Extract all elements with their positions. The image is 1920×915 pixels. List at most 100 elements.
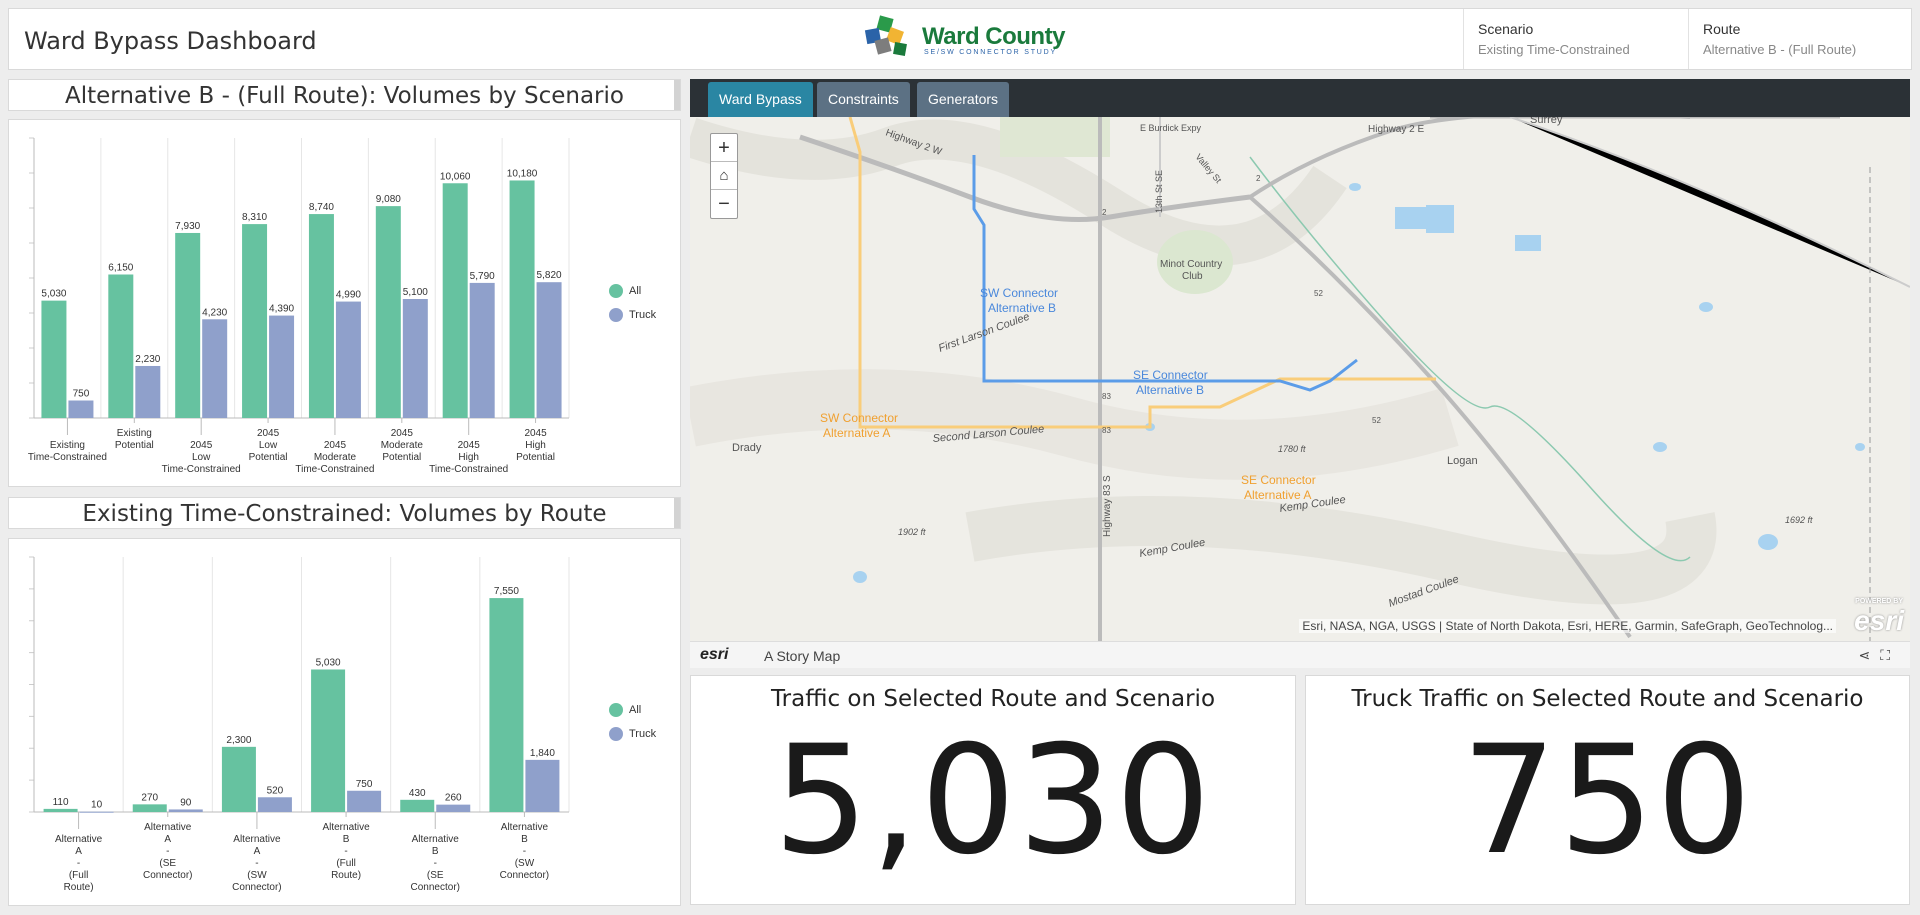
x-tick-label: (SW: [247, 870, 267, 881]
chart1-svg: 5,030 6,150 7,930 8,310 8,740 9,080 10,060 10,1…: [28, 137, 570, 475]
x-tick-label: Connector): [500, 870, 549, 881]
elev-1902: 1902 ft: [898, 527, 926, 537]
data-label: 1,840: [530, 748, 555, 759]
data-label: 750: [73, 389, 90, 400]
bar-truck: [269, 315, 295, 418]
bar-all: [242, 224, 268, 418]
zoom-in-button[interactable]: +: [711, 134, 737, 162]
data-label: 5,030: [41, 289, 66, 300]
data-label: 2,300: [226, 735, 251, 746]
bar-all: [311, 669, 346, 812]
dashboard-title: Ward Bypass Dashboard: [24, 27, 317, 55]
legend-label-truck: Truck: [629, 728, 657, 740]
x-tick-label: 2045: [190, 440, 213, 451]
elev-1780: 1780 ft: [1278, 444, 1306, 454]
map-label-se-b-2: Alternative B: [1136, 383, 1204, 397]
x-tick-label: Alternative: [144, 822, 192, 833]
x-tick-label: Connector): [143, 870, 192, 881]
logo-subtitle: SE/SW CONNECTOR STUDY: [924, 48, 1057, 56]
x-tick-label: (SE: [159, 858, 176, 869]
data-label: 9,080: [376, 194, 401, 205]
x-tick-label: (Full: [69, 870, 88, 881]
x-tick-label: Time-Constrained: [295, 464, 374, 475]
map-label-sw-a-1: SW Connector: [820, 411, 898, 425]
chart1-legend: All Truck: [609, 284, 656, 332]
route-selector[interactable]: Route Alternative B - (Full Route): [1688, 9, 1913, 69]
tab-ward-bypass[interactable]: Ward Bypass: [708, 82, 813, 117]
x-tick-label: -: [166, 846, 169, 857]
x-tick-label: Route): [64, 882, 94, 893]
bar-all: [308, 214, 334, 418]
chart1-panel: 5,030 6,150 7,930 8,310 8,740 9,080 10,060 10,1…: [8, 119, 681, 487]
x-tick-label: 2045: [458, 440, 481, 451]
x-tick-label: 2045: [324, 440, 347, 451]
x-tick-label: 2045: [257, 428, 280, 439]
x-tick-label: B: [521, 834, 528, 845]
data-label: 5,100: [403, 287, 428, 298]
x-tick-label: Alternative: [322, 822, 370, 833]
map-view[interactable]: SW Connector Alternative B SE Connector …: [690, 117, 1910, 641]
x-tick-label: -: [434, 858, 437, 869]
x-tick-label: Existing: [117, 428, 152, 439]
map-label-sw-a-2: Alternative A: [823, 426, 890, 440]
bar-all: [41, 300, 67, 418]
legend-item-all[interactable]: All: [609, 703, 656, 717]
tab-generators[interactable]: Generators: [917, 82, 1010, 117]
bar-truck: [202, 319, 228, 418]
x-tick-label: Time-Constrained: [28, 452, 107, 463]
bar-all: [400, 799, 435, 812]
road-highway-83-s: Highway 83 S: [1102, 475, 1113, 537]
esri-logo[interactable]: esri: [700, 646, 729, 663]
data-label: 8,310: [242, 212, 267, 223]
bar-truck: [436, 804, 471, 812]
map-attribution[interactable]: Esri, NASA, NGA, USGS | State of North D…: [1299, 619, 1836, 633]
story-map-link[interactable]: A Story Map: [764, 648, 841, 664]
legend-dot-all: [609, 284, 623, 298]
x-tick-label: B: [343, 834, 350, 845]
truck-kpi-title: Truck Traffic on Selected Route and Scen…: [1351, 686, 1864, 712]
data-label: 520: [267, 785, 284, 796]
x-tick-label: A: [164, 834, 171, 845]
x-tick-label: Alternative: [233, 834, 281, 845]
shield-83-b: 83: [1102, 426, 1111, 435]
traffic-kpi-value: 5,030: [773, 714, 1213, 888]
map-tab-bar: Ward Bypass Constraints Generators: [690, 79, 1910, 117]
legend-item-truck[interactable]: Truck: [609, 308, 656, 322]
x-tick-label: 2045: [391, 428, 414, 439]
scenario-selector[interactable]: Scenario Existing Time-Constrained: [1463, 9, 1688, 69]
fullscreen-icon[interactable]: ⛶: [1880, 647, 1900, 663]
road-highway-2-e: Highway 2 E: [1368, 124, 1424, 135]
map-label-sw-b-1: SW Connector: [980, 286, 1058, 300]
chart2-legend: All Truck: [609, 703, 656, 751]
x-tick-label: A: [254, 846, 261, 857]
place-minot-country: Minot Country: [1160, 259, 1222, 270]
x-tick-label: Connector): [411, 882, 460, 893]
x-tick-label: Low: [192, 452, 211, 463]
legend-label-all: All: [629, 704, 642, 716]
bar-truck: [79, 811, 114, 813]
x-tick-label: Potential: [249, 452, 288, 463]
truck-kpi-value: 750: [1461, 714, 1754, 888]
data-label: 4,390: [269, 304, 294, 315]
home-button[interactable]: ⌂: [711, 162, 737, 190]
legend-item-all[interactable]: All: [609, 284, 656, 298]
bar-truck: [68, 400, 94, 418]
traffic-kpi-title: Traffic on Selected Route and Scenario: [770, 686, 1216, 712]
data-label: 110: [53, 797, 69, 808]
data-label: 5,030: [316, 657, 341, 668]
share-icon[interactable]: ⋖: [1858, 647, 1881, 663]
bar-all: [509, 180, 535, 418]
zoom-out-button[interactable]: −: [718, 193, 730, 215]
data-label: 7,930: [175, 221, 200, 232]
data-label: 430: [409, 788, 426, 799]
bar-all: [43, 808, 78, 812]
place-mostad-coulee: Mostad Coulee: [1387, 573, 1461, 610]
data-label: 5,790: [470, 271, 495, 282]
tab-constraints[interactable]: Constraints: [817, 82, 910, 117]
bar-all: [442, 183, 468, 418]
legend-item-truck[interactable]: Truck: [609, 727, 656, 741]
place-logan: Logan: [1447, 455, 1478, 467]
data-label: 750: [356, 779, 373, 790]
x-tick-label: (SW: [515, 858, 535, 869]
bar-truck: [469, 282, 495, 418]
